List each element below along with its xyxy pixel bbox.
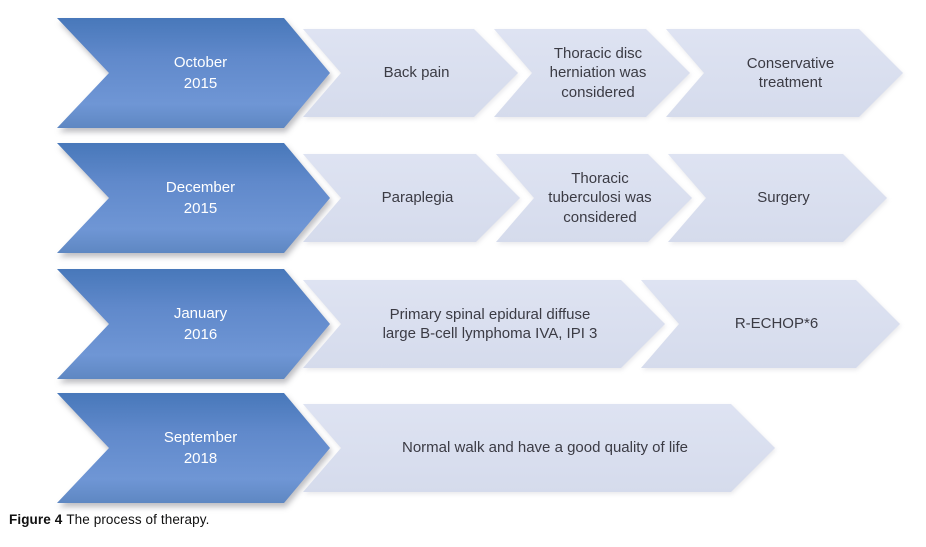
- step-arrow-label: Paraplegia: [303, 154, 520, 242]
- step-arrow-shape: R-ECHOP*6: [641, 280, 900, 368]
- figure-caption: Figure 4 The process of therapy.: [9, 512, 209, 527]
- date-arrow-label: September 2018: [57, 393, 330, 503]
- caption-label: Figure 4: [9, 512, 63, 527]
- step-arrow-label: R-ECHOP*6: [641, 280, 900, 368]
- date-arrow-label: December 2015: [57, 143, 330, 253]
- step-arrow-label: Conservative treatment: [666, 29, 903, 117]
- step-arrow-label: Primary spinal epidural diffuse large B-…: [303, 280, 665, 368]
- step-arrow-shape: Primary spinal epidural diffuse large B-…: [303, 280, 665, 368]
- step-arrow-shape: Conservative treatment: [666, 29, 903, 117]
- step-arrow-shape: Surgery: [668, 154, 887, 242]
- timeline-row-september-2018: September 2018 Normal walk and have a go…: [0, 393, 926, 503]
- step-arrow-label: Normal walk and have a good quality of l…: [303, 404, 775, 492]
- caption-text: The process of therapy.: [66, 512, 210, 527]
- step-arrow-shape: Back pain: [303, 29, 518, 117]
- step-arrow-label: Thoracic tuberculosi was considered: [496, 154, 692, 242]
- timeline-row-october-2015: October 2015 Back pain Thoracic disc her…: [0, 18, 926, 128]
- date-arrow-shape: October 2015: [57, 18, 330, 128]
- timeline-row-december-2015: December 2015 Paraplegia Thoracic tuberc…: [0, 143, 926, 253]
- step-arrow-label: Surgery: [668, 154, 887, 242]
- timeline-row-january-2016: January 2016 Primary spinal epidural dif…: [0, 269, 926, 379]
- step-arrow-shape: Thoracic tuberculosi was considered: [496, 154, 692, 242]
- date-arrow-shape: September 2018: [57, 393, 330, 503]
- step-arrow-label: Back pain: [303, 29, 518, 117]
- date-arrow-label: January 2016: [57, 269, 330, 379]
- step-arrow-shape: Normal walk and have a good quality of l…: [303, 404, 775, 492]
- step-arrow-shape: Paraplegia: [303, 154, 520, 242]
- date-arrow-shape: December 2015: [57, 143, 330, 253]
- step-arrow-label: Thoracic disc herniation was considered: [494, 29, 690, 117]
- date-arrow-label: October 2015: [57, 18, 330, 128]
- date-arrow-shape: January 2016: [57, 269, 330, 379]
- step-arrow-shape: Thoracic disc herniation was considered: [494, 29, 690, 117]
